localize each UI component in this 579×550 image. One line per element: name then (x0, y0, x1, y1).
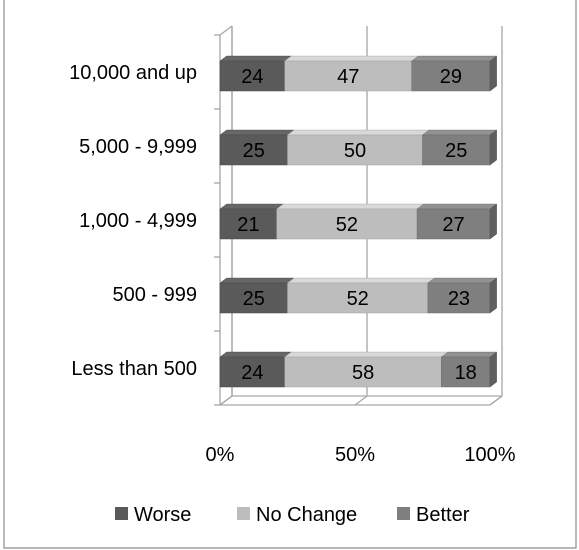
chart-border (3, 0, 577, 549)
bar-top-worse (219, 277, 295, 284)
bar-top-worse (219, 203, 285, 210)
bar-segment-worse (219, 282, 288, 314)
data-label: 50 (344, 140, 366, 162)
bar-top-worse (219, 129, 295, 136)
bar-segment-worse (219, 208, 277, 240)
data-label: 58 (352, 362, 374, 384)
bar-top-no-change (275, 203, 425, 210)
x-tick-label: 50% (335, 444, 375, 466)
bar-segment-better (441, 356, 491, 388)
data-label: 27 (442, 214, 464, 236)
bar-top-better (440, 351, 498, 358)
bar-top-better (421, 129, 498, 136)
legend-swatch-no-change (237, 507, 250, 520)
data-label: 25 (445, 140, 467, 162)
data-label: 24 (241, 362, 263, 384)
bar-segment-no-change (287, 282, 429, 314)
bar-top-better (416, 203, 498, 210)
category-label: 1,000 - 4,999 (79, 210, 197, 232)
bar-top-better (410, 55, 498, 62)
bar-top-no-change (284, 55, 420, 62)
bar-side (489, 55, 497, 92)
category-label: 10,000 and up (69, 62, 197, 84)
gridline-floor-0 (219, 395, 233, 406)
bar-top-better (427, 277, 498, 284)
data-label: 18 (455, 362, 477, 384)
chart-labels: 10,000 and up 5,000 - 9,999 1,000 - 4,999 5… (69, 62, 516, 466)
bar-segment-worse (219, 134, 288, 166)
bar-segment-better (411, 60, 491, 92)
wall-top-connector (219, 25, 233, 36)
legend-label-worse: Worse (134, 504, 191, 526)
bar-segment-no-change (284, 60, 412, 92)
category-label: Less than 500 (71, 358, 197, 380)
data-label: 21 (237, 214, 259, 236)
data-label: 25 (243, 140, 265, 162)
bar-side (489, 203, 497, 240)
bar-top-no-change (284, 351, 449, 358)
bar-segment-worse (219, 356, 286, 388)
category-label: 5,000 - 9,999 (79, 136, 197, 158)
data-label: 52 (336, 214, 358, 236)
bar-top-no-change (286, 129, 430, 136)
bar-segment-no-change (284, 356, 442, 388)
legend-label-no-change: No Change (256, 504, 357, 526)
legend-label-better: Better (416, 504, 470, 526)
x-tick-label: 100% (464, 444, 515, 466)
gridline-floor-1 (354, 395, 368, 406)
data-label: 29 (440, 66, 462, 88)
bar-segment-no-change (276, 208, 418, 240)
category-label: 500 - 999 (112, 284, 197, 306)
bar-top-worse (219, 55, 293, 62)
bar-side (489, 129, 497, 166)
bar-segment-no-change (287, 134, 423, 166)
bar-segment-better (427, 282, 491, 314)
data-label: 24 (241, 66, 263, 88)
data-label: 25 (243, 288, 265, 310)
chart-bars (219, 55, 498, 388)
bar-side (489, 277, 497, 314)
data-label: 47 (337, 66, 359, 88)
bar-top-worse (219, 351, 293, 358)
data-label: 52 (347, 288, 369, 310)
bar-segment-better (422, 134, 491, 166)
bar-segment-worse (219, 60, 286, 92)
gridline-floor-2 (489, 395, 503, 406)
x-tick-label: 0% (206, 444, 235, 466)
chart-legend: Worse No Change Better (115, 504, 470, 526)
legend-swatch-worse (115, 507, 128, 520)
legend-swatch-better (397, 507, 410, 520)
data-label: 23 (448, 288, 470, 310)
bar-side (489, 351, 497, 388)
bar-top-no-change (286, 277, 436, 284)
